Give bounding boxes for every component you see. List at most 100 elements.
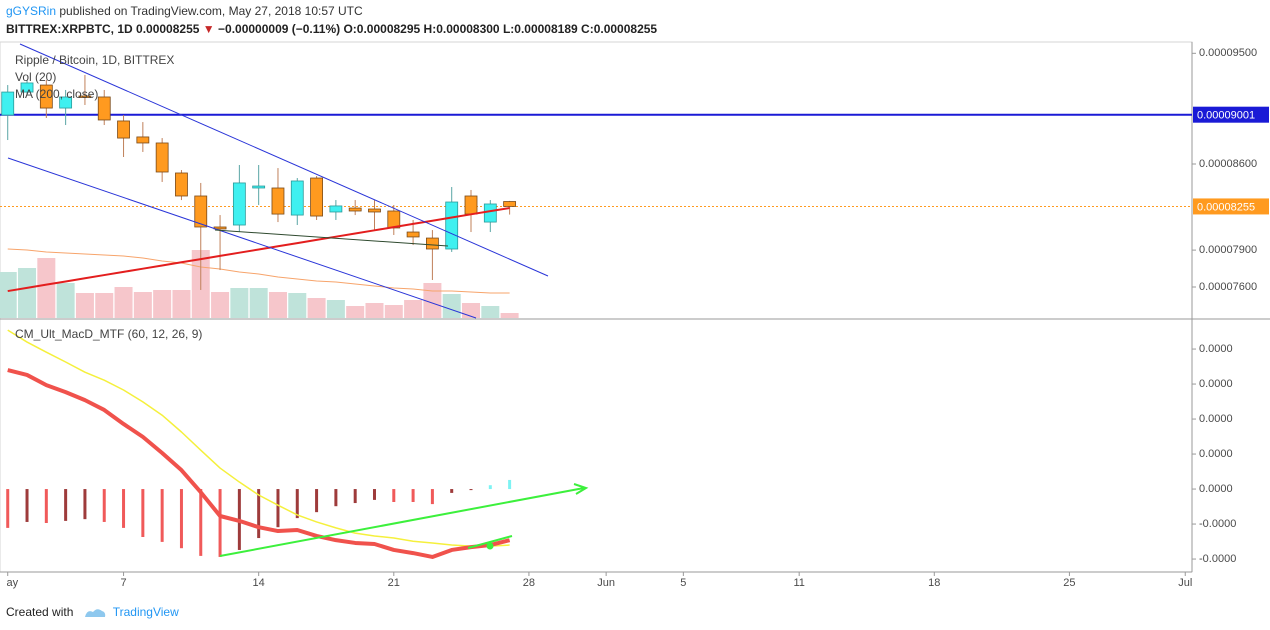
y-tick-label: 0.00007600 [1199, 281, 1257, 293]
x-tick-label: May [0, 577, 19, 589]
trend-channel-lower [7, 157, 477, 319]
ohlc-l: L:0.00008189 [502, 22, 578, 36]
candle-body [1, 91, 15, 116]
candle-body [175, 172, 188, 197]
created-with: Created with [6, 605, 74, 619]
histogram-bar [276, 489, 280, 528]
candle-body [59, 96, 73, 109]
histogram-bar [257, 489, 261, 539]
volume-bar [268, 292, 287, 318]
volume-bar [114, 287, 133, 318]
volume-bar [481, 306, 500, 318]
author[interactable]: gGYSRin [6, 4, 57, 18]
histogram-bar [141, 489, 145, 537]
brand[interactable]: TradingView [112, 605, 179, 619]
histogram-bar [372, 489, 376, 500]
divergence-line [219, 487, 585, 557]
candle-body [503, 201, 517, 207]
ma-line [7, 207, 510, 293]
candle-body [136, 136, 150, 144]
price-label: 0.00009001 [1197, 110, 1255, 122]
histogram-bar [199, 489, 203, 556]
histogram-bar [392, 489, 396, 502]
histogram-bar [469, 489, 473, 491]
y-tick-label: 0.0000 [1199, 413, 1233, 425]
histogram-bar [430, 489, 434, 505]
candle-body [464, 195, 478, 215]
plot-layer: 0.00009500 0.00008600 0.00007900 0.00007600… [0, 47, 1269, 589]
histogram-bar [179, 489, 183, 549]
candle-body [406, 231, 420, 238]
y-tick-label: 0.0000 [1199, 448, 1233, 460]
ma-legend: MA (200, close) [15, 87, 98, 101]
volume-bar [346, 306, 365, 318]
histogram-bar [6, 489, 10, 528]
histogram-bar [334, 489, 338, 507]
pane-title: Ripple / Bitcoin, 1D, BITTREX [15, 53, 174, 67]
histogram-bar [508, 479, 512, 490]
trend-line [214, 229, 449, 247]
histogram-bar [160, 489, 164, 542]
x-tick-label: 18 [928, 577, 940, 589]
histogram-bar [295, 489, 299, 519]
candle-body [232, 182, 246, 226]
volume-bar [172, 290, 191, 318]
price-label-box [1193, 106, 1269, 123]
macd-title: CM_Ult_MacD_MTF (60, 12, 26, 9) [15, 327, 202, 341]
candle-body [329, 205, 343, 213]
volume-bar [442, 294, 461, 318]
volume-bar [404, 300, 423, 318]
y-tick-label: -0.0000 [1199, 553, 1236, 565]
published: published on TradingView.com, May 27, 20… [59, 4, 363, 18]
candle-body [271, 187, 285, 215]
header-line: gGYSRin published on TradingView.com, Ma… [6, 4, 363, 18]
volume-bar [307, 298, 326, 318]
macd-line [7, 368, 511, 559]
x-tick-label: 5 [680, 577, 686, 589]
divergence-line-short [467, 535, 513, 549]
x-tick-label: 11 [793, 577, 804, 589]
histogram-bar [353, 489, 357, 504]
volume-bar [249, 288, 268, 318]
histogram-bar [83, 489, 87, 520]
histogram-bar [315, 489, 319, 513]
histogram-bar [411, 489, 415, 502]
candle-body [445, 201, 459, 250]
candle-body [252, 185, 266, 189]
volume-bar [37, 258, 56, 318]
brand-logo [84, 609, 105, 617]
candle-body [78, 95, 92, 98]
volume-bar [326, 300, 345, 318]
volume-bar [288, 293, 307, 318]
symbol: BITTREX:XRPBTC, 1D [6, 22, 133, 36]
volume-bar [365, 303, 384, 318]
divergence-dot [486, 542, 494, 550]
chart: 0.00009500 0.00008600 0.00007900 0.00007600… [0, 41, 1270, 589]
ohlc-o: O:0.00008295 [343, 22, 421, 36]
volume-bar [133, 292, 152, 318]
x-tick-label: 28 [523, 577, 535, 589]
volume-legend: Vol (20) [15, 70, 56, 84]
x-axis: May 7 14 21 28 Jun 5 11 18 25 Jul [0, 572, 1192, 589]
candle-body [368, 208, 381, 213]
volume-bar [423, 283, 442, 318]
volume-bar [56, 283, 75, 318]
histogram-bar [102, 489, 106, 522]
candle-body [290, 180, 304, 216]
divergence-arrow [573, 483, 589, 495]
x-tick-label: 14 [253, 577, 265, 589]
y-tick-label: 0.00007900 [1199, 244, 1257, 256]
histogram-bar [218, 489, 222, 557]
volume-bar [384, 305, 403, 318]
volume-bar [500, 313, 519, 318]
histogram-bar [44, 489, 48, 523]
x-tick-label: Jun [597, 577, 615, 589]
candle-body [426, 237, 439, 250]
y-tick-label: 0.0000 [1199, 378, 1233, 390]
volume-bar [75, 293, 94, 318]
y-tick-label: 0.00009500 [1199, 47, 1257, 59]
trend-channel-upper [19, 43, 549, 277]
volume-bar [0, 272, 17, 318]
volume-bar [153, 290, 172, 318]
histogram-bar [450, 489, 454, 493]
